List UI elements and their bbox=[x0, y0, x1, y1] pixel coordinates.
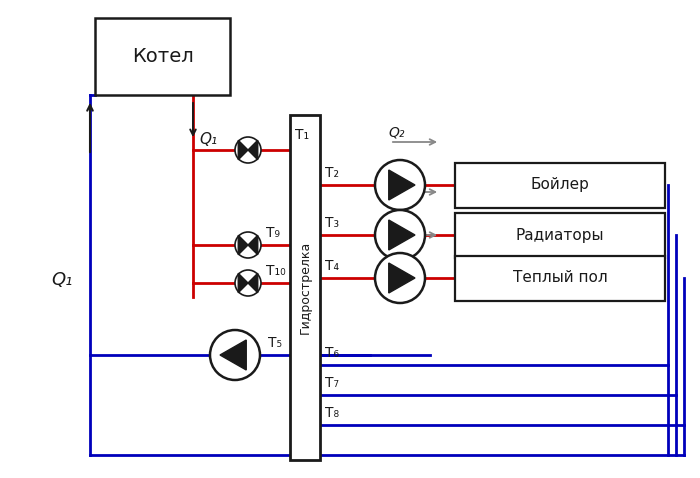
Circle shape bbox=[375, 253, 425, 303]
Text: T₉: T₉ bbox=[266, 226, 280, 240]
Text: Теплый пол: Теплый пол bbox=[512, 271, 608, 285]
Text: T₁: T₁ bbox=[295, 128, 309, 142]
Text: T₆: T₆ bbox=[325, 346, 339, 360]
Text: T₁₀: T₁₀ bbox=[266, 264, 286, 278]
Circle shape bbox=[235, 137, 261, 163]
Text: Q₃: Q₃ bbox=[388, 175, 405, 189]
Text: T₈: T₈ bbox=[325, 406, 339, 420]
Text: T₄: T₄ bbox=[325, 259, 339, 273]
Polygon shape bbox=[389, 170, 415, 200]
Text: T₂: T₂ bbox=[325, 166, 339, 180]
Text: T₇: T₇ bbox=[325, 376, 339, 390]
Polygon shape bbox=[238, 273, 248, 293]
Polygon shape bbox=[248, 140, 258, 160]
Text: Q₄: Q₄ bbox=[388, 218, 405, 232]
Bar bbox=[290, 115, 320, 460]
Circle shape bbox=[375, 160, 425, 210]
Bar bbox=[455, 163, 665, 208]
Text: Гидрострелка: Гидрострелка bbox=[298, 241, 312, 334]
Polygon shape bbox=[389, 263, 415, 293]
Bar bbox=[95, 18, 230, 95]
Bar bbox=[455, 213, 665, 258]
Polygon shape bbox=[238, 235, 248, 255]
Polygon shape bbox=[248, 273, 258, 293]
Text: T₅: T₅ bbox=[268, 336, 282, 350]
Polygon shape bbox=[220, 340, 246, 370]
Text: Радиаторы: Радиаторы bbox=[516, 228, 604, 242]
Text: Котел: Котел bbox=[132, 47, 193, 66]
Circle shape bbox=[235, 232, 261, 258]
Text: T₃: T₃ bbox=[325, 216, 339, 230]
Circle shape bbox=[375, 210, 425, 260]
Circle shape bbox=[235, 270, 261, 296]
Polygon shape bbox=[248, 235, 258, 255]
Circle shape bbox=[210, 330, 260, 380]
Text: Q₁: Q₁ bbox=[199, 132, 217, 148]
Polygon shape bbox=[238, 140, 248, 160]
Bar bbox=[455, 256, 665, 301]
Polygon shape bbox=[389, 220, 415, 250]
Text: Бойлер: Бойлер bbox=[531, 177, 589, 193]
Text: Q₁: Q₁ bbox=[51, 271, 73, 289]
Text: Q₂: Q₂ bbox=[388, 125, 405, 139]
